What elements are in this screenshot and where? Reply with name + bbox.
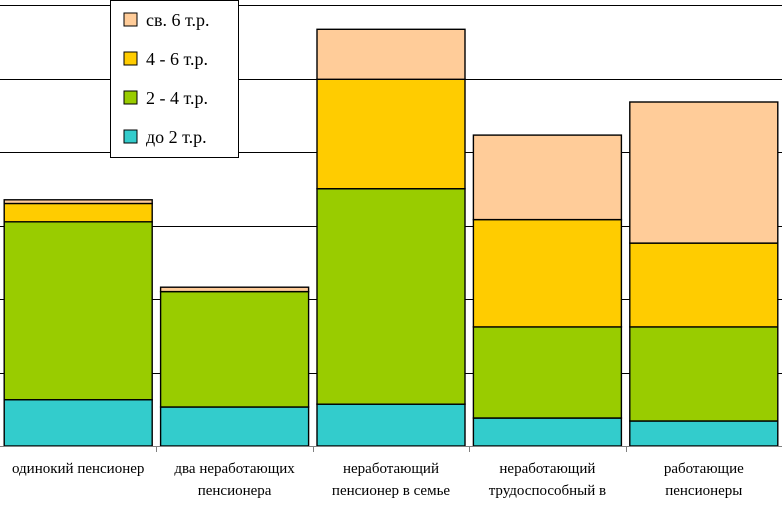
bar-segment	[316, 188, 466, 405]
bar-segment	[159, 290, 310, 408]
x-tick-label: одинокий пенсионер	[12, 461, 144, 477]
bar-segment	[472, 218, 623, 328]
bar-segment	[3, 202, 153, 223]
legend: св. 6 т.р. 4 - 6 т.р. 2 - 4 т.р. до 2 т.р.	[110, 0, 239, 158]
bar-segment	[316, 78, 466, 190]
legend-label: 2 - 4 т.р.	[146, 88, 208, 108]
x-tick-label: пенсионера	[198, 483, 272, 499]
bar-segment	[629, 420, 779, 447]
legend-swatch	[123, 90, 138, 105]
bar-segment	[159, 406, 310, 447]
bar-segment	[316, 28, 466, 80]
x-tick-label: неработающий	[343, 461, 439, 477]
bar-segment	[629, 326, 779, 422]
bar-segment	[159, 286, 310, 293]
bar-segment	[472, 326, 623, 419]
bar-segment	[3, 399, 153, 447]
legend-label: св. 6 т.р.	[146, 10, 210, 30]
x-tick-label: работающие	[664, 461, 744, 477]
x-tick-label: два неработающих	[174, 461, 295, 477]
bars	[3, 28, 779, 447]
bar-segment	[472, 134, 623, 221]
x-tick-label: неработающий	[499, 461, 595, 477]
bar-segment	[629, 101, 779, 244]
x-tick-labels: одинокий пенсионер два неработающих пенсио…	[12, 461, 744, 499]
bar-segment	[316, 403, 466, 447]
legend-label: 4 - 6 т.р.	[146, 49, 208, 69]
bar-segment	[472, 417, 623, 447]
x-tick-label: трудоспособный в	[489, 483, 606, 499]
legend-label: до 2 т.р.	[146, 127, 207, 147]
x-tick-label: пенсионер в семье	[332, 483, 450, 499]
legend-swatch	[123, 129, 138, 144]
x-axis	[0, 446, 782, 452]
bar-segment	[629, 242, 779, 328]
bar-segment	[3, 199, 153, 205]
legend-swatch	[123, 51, 138, 66]
legend-swatch	[123, 12, 138, 27]
x-tick-label: пенсионеры	[665, 483, 742, 499]
bar-segment	[3, 221, 153, 401]
